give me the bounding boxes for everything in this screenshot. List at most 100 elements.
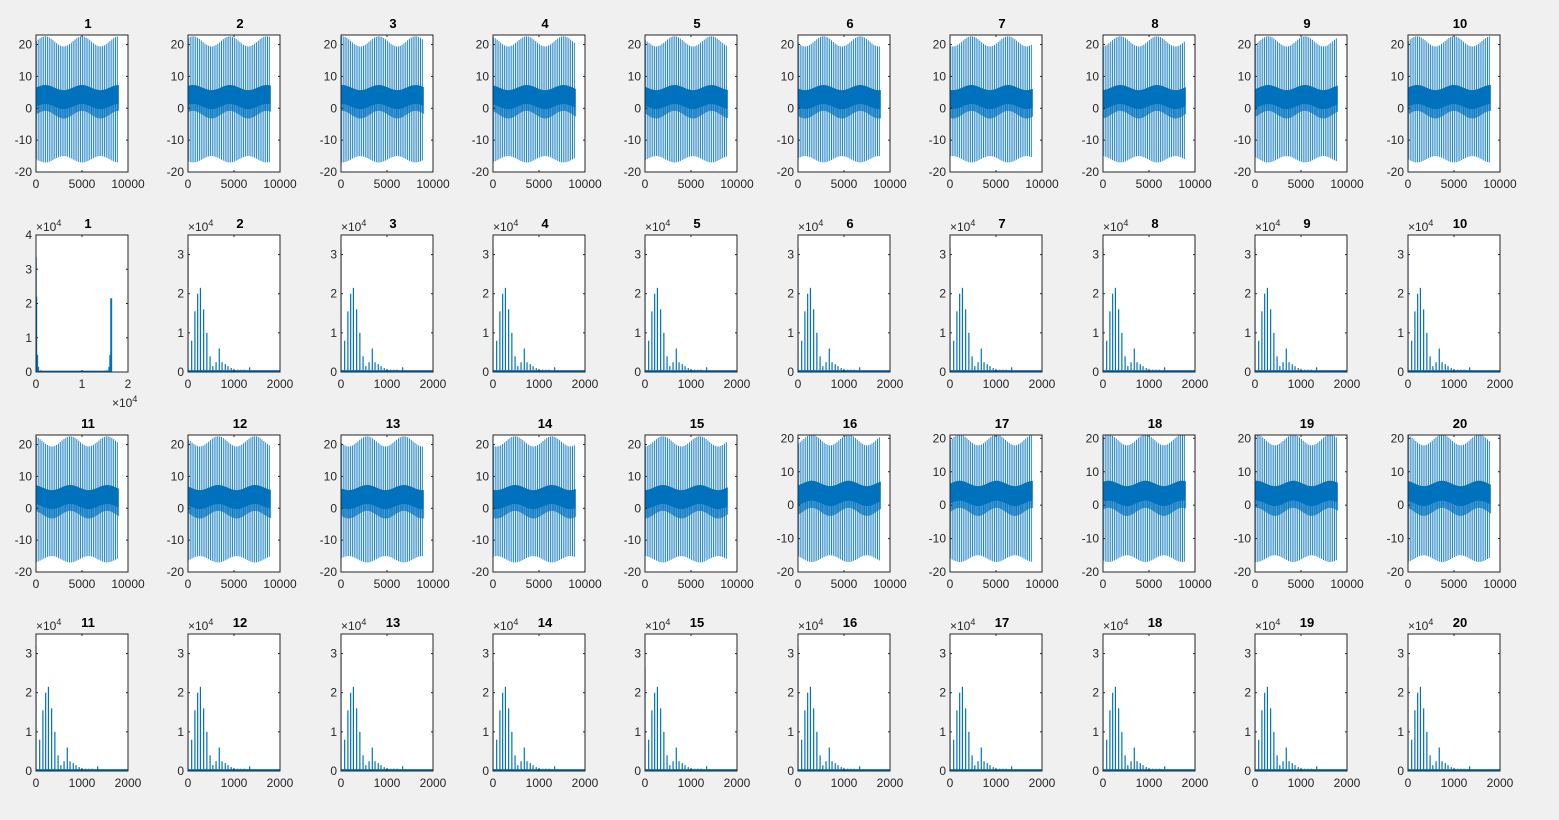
subplot-title: 3 [389,216,396,231]
axes-background [950,235,1042,372]
plot-area [1255,36,1339,163]
y-exponent-label: ×104 [493,218,518,234]
y-tick-label: 10 [476,469,490,483]
x-tick-label: 0 [642,177,649,191]
x-tick-label: 0 [947,177,954,191]
subplot-signal-16: 0 5000 10000 -20 -10 0 10 20 16 [777,416,907,591]
subplot-spectrum-1: 0 1 2 0 1 2 3 4 1 ×104 ×104 [25,216,137,410]
y-tick-label: -10 [15,533,33,547]
x-tick-label: 2000 [1029,377,1056,391]
x-tick-label: 10000 [873,577,907,591]
axes-background [36,235,128,372]
y-tick-label: 10 [171,69,185,83]
x-tick-label: 5000 [1441,577,1468,591]
y-tick-label: 10 [324,469,338,483]
y-tick-label: -10 [929,532,947,546]
x-tick-label: 0 [1252,577,1259,591]
y-tick-label: -20 [320,165,338,179]
axes-background [645,235,737,372]
y-exponent-label: ×104 [645,218,670,234]
plot-area [1408,36,1492,163]
y-exponent-label: ×104 [1408,218,1433,234]
x-tick-label: 5000 [69,177,96,191]
y-tick-label: 3 [1397,248,1404,262]
x-tick-label: 10000 [1483,177,1517,191]
y-tick-label: 1 [25,331,32,345]
y-tick-label: 0 [482,101,489,115]
y-tick-label: 0 [482,365,489,379]
subplot-signal-17: 0 5000 10000 -20 -10 0 10 20 17 [929,416,1059,591]
y-tick-label: -20 [1387,565,1405,579]
x-tick-label: 10000 [873,177,907,191]
x-exponent-label: ×104 [112,394,137,410]
y-tick-label: -10 [15,133,33,147]
subplot-signal-19: 0 5000 10000 -20 -10 0 10 20 19 [1234,416,1364,591]
y-tick-label: 1 [1092,326,1099,340]
signal-band [341,485,424,510]
x-tick-label: 0 [338,177,345,191]
y-tick-label: 2 [939,287,946,301]
y-tick-label: 20 [1086,431,1100,445]
x-tick-label: 0 [947,577,954,591]
y-tick-label: 10 [1238,465,1252,479]
y-tick-label: 3 [787,248,794,262]
y-tick-label: 0 [25,365,32,379]
signal-band [1103,85,1186,110]
x-tick-label: 0 [33,177,40,191]
y-tick-label: 20 [324,438,338,452]
y-tick-label: 10 [1086,69,1100,83]
x-tick-label: 10000 [416,177,450,191]
y-tick-label: 0 [330,365,337,379]
y-tick-label: 0 [1244,365,1251,379]
signal-band [645,485,728,510]
subplot-title: 1 [84,216,91,231]
x-tick-label: 10000 [1178,577,1212,591]
y-tick-label: -10 [1387,532,1405,546]
y-tick-label: 1 [787,326,794,340]
x-tick-label: 10000 [1178,177,1212,191]
subplot-title: 7 [998,16,1005,31]
subplot-title: 5 [693,216,700,231]
signal-band [188,85,271,110]
plot-area [645,436,729,563]
y-tick-label: 0 [177,501,184,515]
y-tick-label: 0 [634,501,641,515]
signal-band [1255,85,1338,110]
x-tick-label: 5000 [526,177,553,191]
y-tick-label: 3 [1092,248,1099,262]
y-exponent-label: ×104 [341,218,366,234]
y-tick-label: 0 [939,365,946,379]
y-tick-label: 1 [482,326,489,340]
x-tick-label: 2000 [1182,377,1209,391]
axes-background [798,235,890,372]
axes-background [1103,235,1195,372]
x-tick-label: 2000 [267,377,294,391]
y-tick-label: 10 [1391,69,1405,83]
x-tick-label: 0 [795,377,802,391]
x-tick-label: 0 [185,577,192,591]
subplot-spectrum-3: 0 1000 2000 0 1 2 3 3 ×104 [330,216,446,391]
x-tick-label: 10000 [1330,177,1364,191]
y-tick-label: 2 [634,287,641,301]
y-tick-label: 0 [177,365,184,379]
x-tick-label: 5000 [221,177,248,191]
y-tick-label: 3 [25,262,32,276]
x-tick-label: 0 [642,377,649,391]
subplot-title: 11 [81,416,95,431]
plot-area [188,247,280,372]
x-tick-label: 0 [1252,377,1259,391]
subplot-title: 1 [84,16,91,31]
y-exponent-label: ×104 [1255,218,1280,234]
y-tick-label: -20 [1234,165,1252,179]
y-tick-label: -20 [15,165,33,179]
x-tick-label: 0 [1100,377,1107,391]
x-tick-label: 0 [33,577,40,591]
subplot-title: 6 [846,16,853,31]
y-tick-label: -20 [624,565,642,579]
signal-band [493,485,576,510]
y-tick-label: -20 [1234,565,1252,579]
signal-band [188,485,271,510]
x-tick-label: 5000 [526,577,553,591]
x-tick-label: 0 [1405,177,1412,191]
